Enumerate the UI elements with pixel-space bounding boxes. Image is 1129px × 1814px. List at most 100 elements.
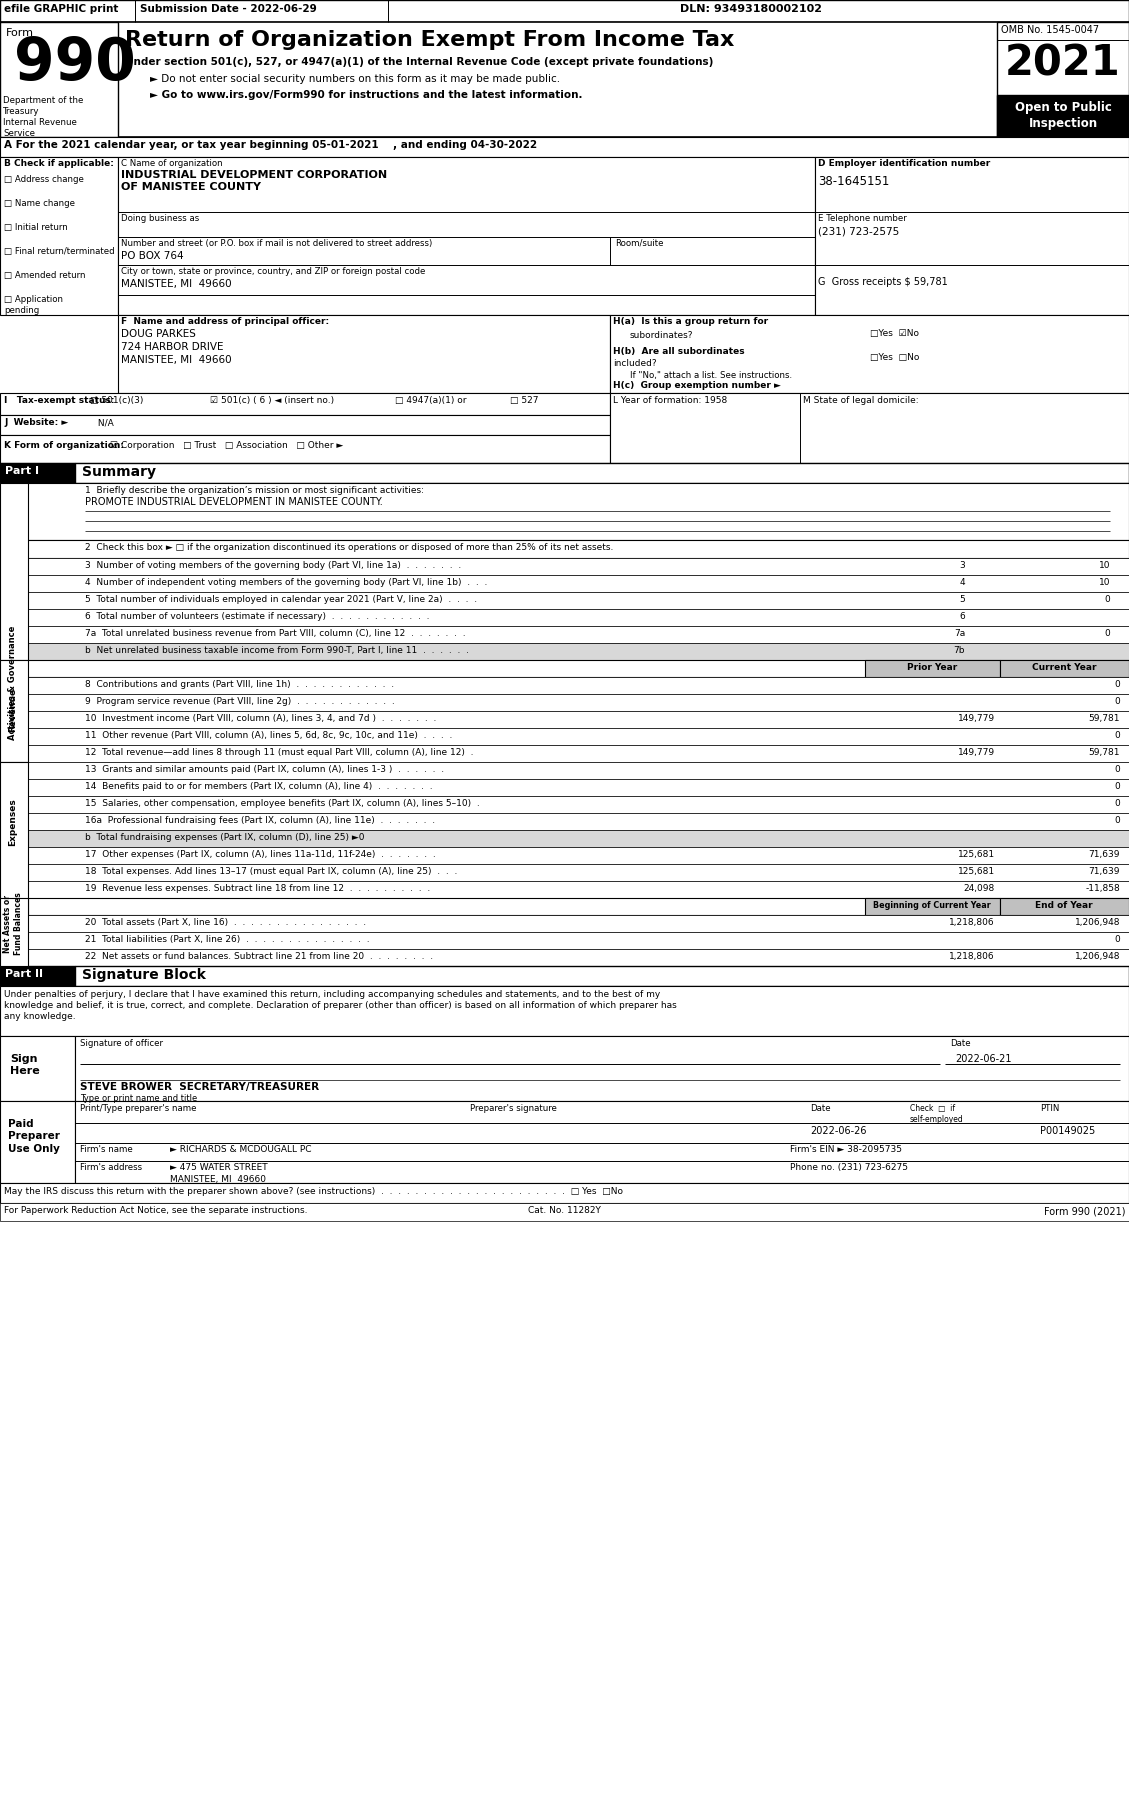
Bar bbox=[0, 762, 28, 914]
Text: 1,206,948: 1,206,948 bbox=[1075, 918, 1120, 927]
Bar bbox=[0, 695, 1129, 711]
Text: 6  Total number of volunteers (estimate if necessary)  .  .  .  .  .  .  .  .  .: 6 Total number of volunteers (estimate i… bbox=[85, 611, 429, 620]
Text: 17  Other expenses (Part IX, column (A), lines 11a-11d, 11f-24e)  .  .  .  .  . : 17 Other expenses (Part IX, column (A), … bbox=[85, 851, 436, 860]
Text: Doing business as: Doing business as bbox=[121, 214, 199, 223]
Text: Summary: Summary bbox=[82, 464, 156, 479]
Bar bbox=[0, 394, 610, 415]
Text: End of Year: End of Year bbox=[1035, 902, 1093, 911]
Bar bbox=[0, 914, 1129, 932]
Text: 16a  Professional fundraising fees (Part IX, column (A), line 11e)  .  .  .  .  : 16a Professional fundraising fees (Part … bbox=[85, 816, 435, 825]
Text: 2022-06-21: 2022-06-21 bbox=[955, 1054, 1012, 1065]
Text: □ Application
pending: □ Application pending bbox=[5, 296, 63, 316]
Bar bbox=[75, 967, 1129, 987]
Text: Form: Form bbox=[6, 27, 34, 38]
Text: Beginning of Current Year: Beginning of Current Year bbox=[873, 902, 991, 911]
Text: STEVE BROWER  SECRETARY/TREASURER: STEVE BROWER SECRETARY/TREASURER bbox=[80, 1081, 320, 1092]
Bar bbox=[865, 898, 1000, 914]
Text: F  Name and address of principal officer:: F Name and address of principal officer: bbox=[121, 317, 330, 327]
Text: 5  Total number of individuals employed in calendar year 2021 (Part V, line 2a) : 5 Total number of individuals employed i… bbox=[85, 595, 478, 604]
Text: 10: 10 bbox=[1099, 561, 1110, 570]
Text: Firm's name: Firm's name bbox=[80, 1145, 133, 1154]
Text: 125,681: 125,681 bbox=[957, 851, 995, 860]
Text: 10  Investment income (Part VIII, column (A), lines 3, 4, and 7d )  .  .  .  .  : 10 Investment income (Part VIII, column … bbox=[85, 715, 437, 724]
Text: □ Address change: □ Address change bbox=[5, 174, 84, 183]
Text: 15  Salaries, other compensation, employee benefits (Part IX, column (A), lines : 15 Salaries, other compensation, employe… bbox=[85, 798, 480, 807]
Text: Form 990 (2021): Form 990 (2021) bbox=[1043, 1206, 1124, 1215]
Bar bbox=[0, 967, 75, 987]
Bar bbox=[0, 882, 1129, 898]
Text: 0: 0 bbox=[1114, 934, 1120, 943]
Text: knowledge and belief, it is true, correct, and complete. Declaration of preparer: knowledge and belief, it is true, correc… bbox=[5, 1001, 676, 1010]
Text: 3  Number of voting members of the governing body (Part VI, line 1a)  .  .  .  .: 3 Number of voting members of the govern… bbox=[85, 561, 462, 570]
Text: □ 4947(a)(1) or: □ 4947(a)(1) or bbox=[395, 395, 466, 405]
Text: 6: 6 bbox=[960, 611, 965, 620]
Text: Firm's EIN ► 38-2095735: Firm's EIN ► 38-2095735 bbox=[790, 1145, 902, 1154]
Bar bbox=[0, 541, 1129, 559]
Text: 20  Total assets (Part X, line 16)  .  .  .  .  .  .  .  .  .  .  .  .  .  .  . : 20 Total assets (Part X, line 16) . . . … bbox=[85, 918, 366, 927]
Bar bbox=[0, 813, 1129, 831]
Bar bbox=[0, 898, 28, 967]
Bar bbox=[0, 1203, 1129, 1221]
Text: b  Total fundraising expenses (Part IX, column (D), line 25) ►0: b Total fundraising expenses (Part IX, c… bbox=[85, 833, 365, 842]
Text: Check  □  if
self-employed: Check □ if self-employed bbox=[910, 1105, 964, 1125]
Text: MANISTEE, MI  49660: MANISTEE, MI 49660 bbox=[121, 356, 231, 365]
Bar bbox=[0, 1183, 1129, 1203]
Bar bbox=[0, 575, 1129, 591]
Text: □ 501(c)(3): □ 501(c)(3) bbox=[90, 395, 143, 405]
Bar bbox=[610, 394, 1129, 463]
Bar bbox=[0, 711, 1129, 727]
Text: 2022-06-26: 2022-06-26 bbox=[809, 1126, 866, 1136]
Text: H(a)  Is this a group return for: H(a) Is this a group return for bbox=[613, 317, 768, 327]
Text: D Employer identification number: D Employer identification number bbox=[819, 160, 990, 169]
Text: MANISTEE, MI  49660: MANISTEE, MI 49660 bbox=[170, 1175, 266, 1185]
Text: 724 HARBOR DRIVE: 724 HARBOR DRIVE bbox=[121, 343, 224, 352]
Text: PROMOTE INDUSTRIAL DEVELOPMENT IN MANISTEE COUNTY.: PROMOTE INDUSTRIAL DEVELOPMENT IN MANIST… bbox=[85, 497, 383, 506]
Text: □Yes  □No: □Yes □No bbox=[870, 354, 919, 363]
Text: 4  Number of independent voting members of the governing body (Part VI, line 1b): 4 Number of independent voting members o… bbox=[85, 579, 488, 588]
Bar bbox=[0, 987, 1129, 1036]
Text: 0: 0 bbox=[1114, 766, 1120, 775]
Text: L Year of formation: 1958: L Year of formation: 1958 bbox=[613, 395, 727, 405]
Text: 14  Benefits paid to or for members (Part IX, column (A), line 4)  .  .  .  .  .: 14 Benefits paid to or for members (Part… bbox=[85, 782, 432, 791]
Bar bbox=[0, 610, 1129, 626]
Bar bbox=[0, 831, 1129, 847]
Bar bbox=[0, 660, 28, 762]
Text: 10: 10 bbox=[1099, 579, 1110, 588]
Text: Preparer's signature: Preparer's signature bbox=[470, 1105, 557, 1114]
Text: For Paperwork Reduction Act Notice, see the separate instructions.: For Paperwork Reduction Act Notice, see … bbox=[5, 1206, 307, 1215]
Text: If "No," attach a list. See instructions.: If "No," attach a list. See instructions… bbox=[630, 372, 793, 379]
Text: Paid
Preparer
Use Only: Paid Preparer Use Only bbox=[8, 1119, 60, 1154]
Text: 9  Program service revenue (Part VIII, line 2g)  .  .  .  .  .  .  .  .  .  .  .: 9 Program service revenue (Part VIII, li… bbox=[85, 697, 395, 706]
Text: DOUG PARKES: DOUG PARKES bbox=[121, 328, 195, 339]
Text: 4: 4 bbox=[960, 579, 965, 588]
Text: 149,779: 149,779 bbox=[957, 715, 995, 724]
Bar bbox=[0, 1101, 75, 1183]
Text: E Telephone number: E Telephone number bbox=[819, 214, 907, 223]
Text: 59,781: 59,781 bbox=[1088, 747, 1120, 756]
Text: H(b)  Are all subordinates: H(b) Are all subordinates bbox=[613, 346, 745, 356]
Bar bbox=[0, 727, 1129, 746]
Text: 7a  Total unrelated business revenue from Part VIII, column (C), line 12  .  .  : 7a Total unrelated business revenue from… bbox=[85, 629, 465, 639]
Text: C Name of organization: C Name of organization bbox=[121, 160, 222, 169]
Text: May the IRS discuss this return with the preparer shown above? (see instructions: May the IRS discuss this return with the… bbox=[5, 1186, 623, 1195]
Bar bbox=[0, 158, 119, 316]
Text: 3: 3 bbox=[960, 561, 965, 570]
Text: Date: Date bbox=[949, 1039, 971, 1048]
Bar bbox=[865, 660, 1000, 677]
Bar bbox=[0, 1036, 75, 1101]
Text: 18  Total expenses. Add lines 13–17 (must equal Part IX, column (A), line 25)  .: 18 Total expenses. Add lines 13–17 (must… bbox=[85, 867, 457, 876]
Text: Return of Organization Exempt From Income Tax: Return of Organization Exempt From Incom… bbox=[125, 31, 734, 51]
Bar bbox=[75, 1036, 1129, 1101]
Text: 1,206,948: 1,206,948 bbox=[1075, 952, 1120, 961]
Text: Prior Year: Prior Year bbox=[907, 662, 957, 671]
Text: 149,779: 149,779 bbox=[957, 747, 995, 756]
Text: P00149025: P00149025 bbox=[1040, 1126, 1095, 1136]
Text: □ Initial return: □ Initial return bbox=[5, 223, 68, 232]
Text: 2  Check this box ► □ if the organization discontinued its operations or dispose: 2 Check this box ► □ if the organization… bbox=[85, 542, 613, 551]
Bar bbox=[0, 660, 1129, 677]
Bar bbox=[0, 22, 119, 138]
Text: ☑ 501(c) ( 6 ) ◄ (insert no.): ☑ 501(c) ( 6 ) ◄ (insert no.) bbox=[210, 395, 334, 405]
Text: Open to Public
Inspection: Open to Public Inspection bbox=[1015, 102, 1111, 131]
Bar bbox=[997, 22, 1129, 138]
Text: Part II: Part II bbox=[5, 969, 43, 980]
